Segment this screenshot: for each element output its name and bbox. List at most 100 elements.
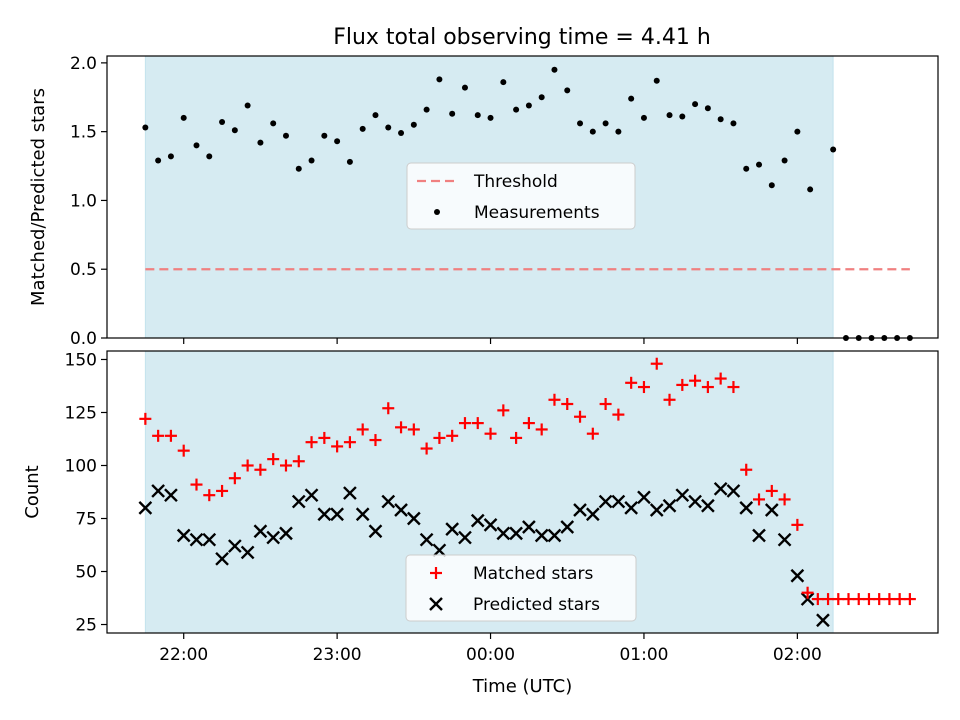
matched-star-point	[395, 421, 408, 434]
predicted-star-point	[816, 613, 830, 628]
measurement-point	[589, 128, 596, 135]
measurement-point	[679, 113, 686, 120]
count-y-axis-label: Count	[22, 465, 43, 518]
y-tick-label: 50	[75, 563, 97, 583]
predicted-star-point	[381, 494, 396, 509]
measurement-point	[615, 128, 622, 135]
ratio-x-ticks	[183, 338, 798, 344]
predicted-star-point	[800, 592, 815, 606]
matched-star-point	[177, 444, 190, 457]
matched-star-point	[852, 593, 865, 606]
measurement-point	[231, 127, 238, 134]
predicted-star-point	[406, 511, 421, 526]
matched-star-point	[407, 423, 420, 436]
matched-star-point	[701, 381, 714, 394]
y-tick-label: 0.0	[70, 329, 97, 349]
measurement-point	[155, 157, 162, 164]
matched-star-point	[497, 404, 510, 417]
predicted-star-point	[432, 543, 447, 558]
matched-star-point	[753, 493, 766, 506]
legend-label: Measurements	[474, 203, 600, 223]
ratio-y-axis-label: Matched/Predicted stars	[28, 88, 49, 306]
predicted-star-point	[419, 532, 434, 547]
measurement-point	[487, 114, 494, 121]
matched-star-point	[433, 431, 446, 444]
matched-star-point	[484, 427, 497, 440]
measurement-point	[206, 153, 213, 160]
predicted-star-point	[675, 488, 690, 503]
predicted-star-point	[189, 532, 204, 547]
matched-star-point	[535, 423, 548, 436]
matched-star-point	[292, 455, 305, 468]
predicted-star-point	[547, 528, 562, 543]
y-tick-label: 1.0	[70, 191, 97, 211]
ratio-legend: Threshold Measurements	[406, 162, 636, 230]
measurement-point	[461, 84, 468, 91]
matched-star-point	[305, 436, 318, 449]
matched-star-point	[343, 436, 356, 449]
matched-star-point	[279, 459, 292, 472]
measurement-point	[180, 114, 187, 121]
predicted-star-point	[176, 528, 191, 543]
measurement-point	[538, 94, 545, 101]
legend-box	[405, 554, 637, 622]
measurement-point	[830, 146, 837, 153]
matched-star-point	[152, 429, 165, 442]
matched-star-point	[267, 453, 280, 466]
matched-star-point	[420, 442, 433, 455]
matched-star-point	[228, 472, 241, 485]
measurement-point	[743, 165, 750, 172]
measurement-point	[321, 132, 328, 139]
legend-box	[406, 162, 636, 230]
predicted-star-point	[522, 520, 536, 534]
count-marks	[138, 357, 916, 628]
predicted-star-point	[560, 520, 575, 534]
measurement-point	[513, 106, 520, 113]
matched-star-point	[765, 484, 778, 497]
matched-star-point	[842, 593, 855, 606]
predicted-star-point	[726, 484, 741, 498]
ratio-marks	[142, 66, 913, 341]
predicted-star-point	[688, 494, 702, 509]
predicted-star-point	[291, 494, 306, 509]
predicted-star-point	[368, 524, 383, 539]
measurement-point	[781, 157, 788, 164]
measurement-point	[768, 182, 775, 189]
measurement-point	[308, 157, 315, 164]
ratio-y-ticks: 0.0 0.5 1.0 1.5 2.0	[70, 54, 107, 349]
matched-star-point	[331, 440, 344, 453]
predicted-star-point	[266, 530, 281, 545]
measurement-point	[295, 165, 302, 172]
measurement-point	[346, 158, 353, 165]
y-tick-label: 0.5	[70, 260, 97, 280]
predicted-star-point	[355, 507, 370, 522]
measurement-point	[142, 124, 149, 131]
matched-star-point	[139, 412, 152, 425]
matched-star-point	[356, 423, 369, 436]
matched-star-point	[676, 378, 689, 391]
measurement-point	[372, 112, 379, 119]
measurement-point	[666, 112, 673, 119]
matched-star-point	[791, 518, 804, 531]
measurement-point	[449, 110, 456, 117]
ratio-panel: 0.00.51.01.52.0 Matched/Predicted stars …	[28, 54, 939, 349]
measurement-point	[602, 120, 609, 127]
matched-star-point	[254, 463, 267, 476]
matched-star-point	[510, 431, 523, 444]
predicted-star-point	[215, 551, 229, 566]
legend-label: Predicted stars	[473, 595, 600, 615]
measurement-point	[564, 87, 571, 94]
predicted-star-point	[624, 501, 639, 515]
measurement-point	[167, 153, 174, 160]
matched-star-point	[873, 593, 886, 606]
y-tick-label: 2.0	[70, 54, 97, 74]
matched-star-point	[832, 593, 845, 606]
measurement-point	[410, 121, 417, 128]
matched-star-point	[203, 489, 216, 502]
predicted-star-point	[483, 518, 498, 532]
matched-star-point	[522, 417, 535, 430]
matched-star-point	[663, 393, 676, 406]
predicted-star-point	[777, 532, 792, 547]
measurement-point	[385, 124, 392, 131]
matched-star-point	[471, 417, 484, 430]
